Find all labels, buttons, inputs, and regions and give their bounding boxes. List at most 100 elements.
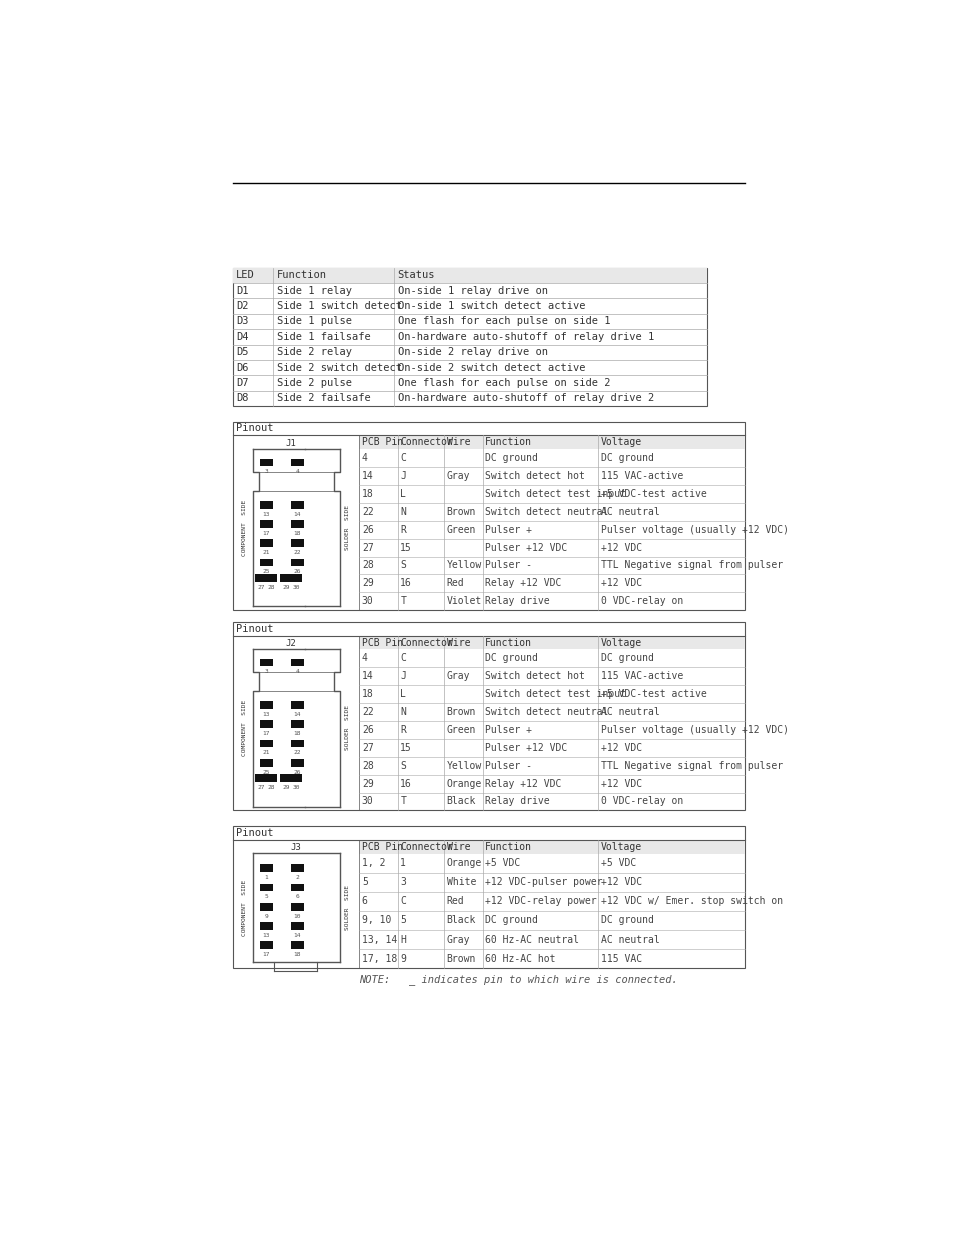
Text: C: C	[400, 653, 406, 663]
Bar	[260, 740, 273, 747]
Text: 30: 30	[361, 797, 374, 806]
Text: J2: J2	[286, 638, 296, 648]
Text: 25: 25	[262, 569, 270, 574]
Text: 30: 30	[292, 785, 299, 790]
Text: 14: 14	[361, 672, 374, 682]
Bar	[260, 558, 273, 567]
Text: 0 VDC-relay on: 0 VDC-relay on	[600, 597, 682, 606]
Text: Function: Function	[484, 841, 532, 852]
Text: 26: 26	[294, 769, 301, 774]
Text: 21: 21	[262, 751, 270, 756]
Text: Side 1 relay: Side 1 relay	[276, 285, 352, 295]
Text: D7: D7	[236, 378, 249, 388]
Bar	[291, 740, 303, 747]
Bar	[265, 774, 277, 782]
Text: 5: 5	[361, 877, 367, 887]
Bar	[359, 636, 744, 650]
Text: DC ground: DC ground	[484, 915, 537, 925]
Text: COMPONENT  SIDE: COMPONENT SIDE	[242, 499, 247, 556]
Bar	[291, 540, 303, 547]
Text: Switch detect neutral: Switch detect neutral	[484, 506, 608, 517]
Text: 9, 10: 9, 10	[361, 915, 391, 925]
Text: J1: J1	[286, 438, 296, 447]
Bar	[291, 883, 303, 892]
Text: Yellow: Yellow	[446, 761, 481, 771]
Text: One flash for each pulse on side 2: One flash for each pulse on side 2	[397, 378, 609, 388]
Text: 14: 14	[294, 711, 301, 716]
Text: Relay +12 VDC: Relay +12 VDC	[484, 578, 561, 588]
Text: 1, 2: 1, 2	[361, 858, 385, 868]
Text: 115 VAC: 115 VAC	[600, 953, 641, 963]
Text: Wire: Wire	[446, 841, 470, 852]
Text: DC ground: DC ground	[600, 915, 653, 925]
Text: NOTE:   _ indicates pin to which wire is connected.: NOTE: _ indicates pin to which wire is c…	[359, 974, 678, 986]
Text: SOLDER  SIDE: SOLDER SIDE	[345, 885, 350, 930]
Text: TTL Negative signal from pulser: TTL Negative signal from pulser	[600, 761, 782, 771]
Bar	[260, 501, 273, 509]
Text: +12 VDC w/ Emer. stop switch on: +12 VDC w/ Emer. stop switch on	[600, 897, 782, 906]
Text: Brown: Brown	[446, 708, 476, 718]
Text: AC neutral: AC neutral	[600, 708, 659, 718]
Text: Connector: Connector	[400, 637, 453, 647]
Text: 15: 15	[400, 742, 412, 753]
Text: LED: LED	[236, 270, 254, 280]
Text: +12 VDC-pulser power: +12 VDC-pulser power	[484, 877, 602, 887]
Text: 4: 4	[295, 469, 299, 474]
Text: Pulser -: Pulser -	[484, 761, 532, 771]
Text: Function: Function	[484, 437, 532, 447]
Text: 5: 5	[400, 915, 406, 925]
Text: 16: 16	[400, 778, 412, 789]
Text: R: R	[400, 725, 406, 735]
Text: D5: D5	[236, 347, 249, 357]
Bar	[291, 520, 303, 527]
Text: Relay +12 VDC: Relay +12 VDC	[484, 778, 561, 789]
Bar	[279, 574, 292, 582]
Text: On-hardware auto-shutoff of relay drive 2: On-hardware auto-shutoff of relay drive …	[397, 394, 653, 404]
Text: 22: 22	[294, 550, 301, 556]
Text: 1: 1	[400, 858, 406, 868]
Text: Pulser +: Pulser +	[484, 725, 532, 735]
Bar	[260, 701, 273, 709]
Bar	[233, 421, 744, 610]
Text: On-hardware auto-shutoff of relay drive 1: On-hardware auto-shutoff of relay drive …	[397, 332, 653, 342]
Bar	[233, 621, 744, 810]
Text: Connector: Connector	[400, 841, 453, 852]
Text: J: J	[400, 471, 406, 482]
Text: PCB Pin: PCB Pin	[361, 637, 402, 647]
Text: Pulser voltage (usually +12 VDC): Pulser voltage (usually +12 VDC)	[600, 725, 788, 735]
Text: DC ground: DC ground	[484, 653, 537, 663]
Text: 28: 28	[267, 585, 274, 590]
Text: Relay drive: Relay drive	[484, 797, 549, 806]
Text: L: L	[400, 489, 406, 499]
Text: 13: 13	[262, 511, 270, 516]
Text: +12 VDC: +12 VDC	[600, 877, 641, 887]
Bar	[260, 903, 273, 910]
Text: Switch detect neutral: Switch detect neutral	[484, 708, 608, 718]
Text: 14: 14	[361, 471, 374, 482]
Text: 10: 10	[294, 914, 301, 919]
Text: Violet: Violet	[446, 597, 481, 606]
Text: On-side 2 switch detect active: On-side 2 switch detect active	[397, 363, 584, 373]
Text: 4: 4	[295, 669, 299, 674]
Text: 18: 18	[294, 952, 301, 957]
Text: DC ground: DC ground	[600, 453, 653, 463]
Text: Orange: Orange	[446, 858, 481, 868]
Text: Pulser +: Pulser +	[484, 525, 532, 535]
Text: Voltage: Voltage	[600, 841, 641, 852]
Text: Status: Status	[397, 270, 435, 280]
Bar	[291, 458, 303, 466]
Text: Relay drive: Relay drive	[484, 597, 549, 606]
Text: 6: 6	[361, 897, 367, 906]
Text: Function: Function	[276, 270, 326, 280]
Text: Black: Black	[446, 915, 476, 925]
Text: S: S	[400, 761, 406, 771]
Text: 22: 22	[294, 751, 301, 756]
Text: N: N	[400, 506, 406, 517]
Text: 17: 17	[262, 952, 270, 957]
Text: 21: 21	[262, 550, 270, 556]
Text: Wire: Wire	[446, 637, 470, 647]
Text: 22: 22	[361, 708, 374, 718]
Text: 15: 15	[400, 542, 412, 552]
Text: DC ground: DC ground	[484, 453, 537, 463]
Bar	[290, 574, 302, 582]
